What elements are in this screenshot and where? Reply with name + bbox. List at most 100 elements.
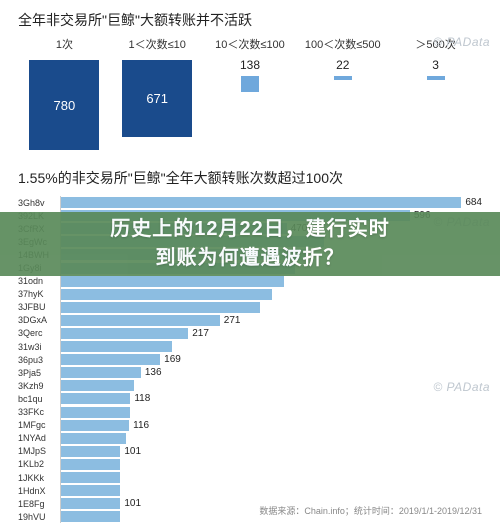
- chart2-bar: [61, 420, 129, 431]
- chart2-row-label: 1E8Fg: [18, 497, 60, 510]
- chart2-row: [61, 379, 482, 392]
- chart2-bar: [61, 289, 272, 300]
- chart2-bar: [61, 380, 134, 391]
- chart2-value: 217: [192, 328, 209, 339]
- chart2-row-label: 1JKKk: [18, 471, 60, 484]
- chart2-value: 101: [124, 498, 141, 509]
- chart1-category-label: 100＜次数≤500: [305, 36, 381, 52]
- chart2-title: 1.55%的非交易所"巨鲸"全年大额转账次数超过100次: [18, 168, 482, 188]
- chart1-body: 1次 780 1＜次数≤10 671 10＜次数≤100 138 100＜次数≤500 22 ＞…: [18, 36, 482, 150]
- chart1-barzone: 780: [18, 60, 111, 150]
- chart2-row: [61, 458, 482, 471]
- chart2-row: [61, 406, 482, 419]
- page: © PAData © PAData © PAData 全年非交易所"巨鲸"大额转…: [0, 0, 500, 523]
- chart1-value: 3: [432, 58, 439, 72]
- chart2-value: 684: [465, 197, 482, 208]
- headline-line1: 历史上的12月22日，建行实时: [110, 218, 390, 240]
- chart2-row: [61, 484, 482, 497]
- chart2-row-label: 3Qerc: [18, 327, 60, 340]
- chart2-bar: [61, 328, 188, 339]
- chart2-value: 118: [134, 393, 150, 404]
- chart1-barzone: 22: [296, 60, 389, 150]
- chart2-bar: [61, 197, 461, 208]
- chart2-row: [61, 340, 482, 353]
- chart2-bar: [61, 341, 172, 352]
- chart1-category-label: ＞500次: [415, 36, 455, 52]
- chart2-value: 169: [164, 354, 181, 365]
- chart2-bar: [61, 315, 219, 326]
- chart1-bar: 671: [122, 60, 192, 137]
- chart2-value: 116: [133, 420, 149, 431]
- chart2-row: [61, 275, 482, 288]
- chart2-row: [61, 471, 482, 484]
- chart1-bar: [241, 76, 259, 92]
- chart2-row-label: 37hyK: [18, 288, 60, 301]
- chart1-col: 100＜次数≤500 22: [296, 36, 389, 150]
- chart1-barzone: 671: [111, 60, 204, 150]
- chart2-row: 101: [61, 445, 482, 458]
- chart1-barzone: 3: [389, 60, 482, 150]
- chart2-row-label: 33FKc: [18, 406, 60, 419]
- chart2-row-label: 1NYAd: [18, 432, 60, 445]
- chart1-category-label: 10＜次数≤100: [215, 36, 285, 52]
- chart2-row-label: 1MFgc: [18, 419, 60, 432]
- chart1-bar: 780: [29, 60, 99, 150]
- chart2-bar: [61, 472, 120, 483]
- chart1-category-label: 1＜次数≤10: [129, 36, 186, 52]
- chart1-title: 全年非交易所"巨鲸"大额转账并不活跃: [18, 10, 482, 30]
- chart2-row: 169: [61, 353, 482, 366]
- chart2-row: 118: [61, 392, 482, 405]
- chart1-value: 138: [240, 58, 260, 72]
- chart2-row-label: 31w3i: [18, 340, 60, 353]
- chart2-row-label: bc1qu: [18, 392, 60, 405]
- footer-source: 数据来源：Chain.info；统计时间：2019/1/1-2019/12/31: [259, 504, 482, 517]
- chart2-bar: [61, 367, 141, 378]
- chart2-row: [61, 288, 482, 301]
- chart2-bar: [61, 302, 260, 313]
- chart2-row-label: 1KLb2: [18, 458, 60, 471]
- chart2-bar: [61, 498, 120, 509]
- headline-text: 历史上的12月22日，建行实时 到账为何遭遇波折？: [110, 215, 390, 273]
- chart2-row: 136: [61, 366, 482, 379]
- chart2-row-label: 1HdnX: [18, 484, 60, 497]
- chart2-row-label: 31odn: [18, 275, 60, 288]
- chart2-bar: [61, 393, 130, 404]
- chart2-bar: [61, 276, 283, 287]
- chart2-value: 136: [145, 367, 162, 378]
- chart2-value: 271: [224, 315, 241, 326]
- chart2-row-label: 3DGxA: [18, 314, 60, 327]
- chart2-bar: [61, 354, 160, 365]
- chart2-bar: [61, 407, 129, 418]
- chart2-bar: [61, 459, 120, 470]
- chart1-col: 1＜次数≤10 671: [111, 36, 204, 150]
- chart1-col: 1次 780: [18, 36, 111, 150]
- chart2-row: [61, 432, 482, 445]
- chart2-row: 116: [61, 419, 482, 432]
- chart2-bar: [61, 485, 120, 496]
- chart2-row-label: 19hVU: [18, 510, 60, 523]
- chart2-row-label: 1MJpS: [18, 445, 60, 458]
- chart1-bar: [334, 76, 352, 80]
- chart1-category-label: 1次: [56, 36, 73, 52]
- headline-line2: 到账为何遭遇波折？: [156, 247, 345, 269]
- chart2-bar: [61, 433, 125, 444]
- headline-overlay: 历史上的12月22日，建行实时 到账为何遭遇波折？: [0, 212, 500, 276]
- chart2-bar: [61, 511, 119, 522]
- chart2-row-label: 3Gh8v: [18, 196, 60, 209]
- chart2-bar: [61, 446, 120, 457]
- chart2-row: 684: [61, 196, 482, 209]
- chart2-row: 217: [61, 327, 482, 340]
- chart2-row-label: 3Pja5: [18, 366, 60, 379]
- chart1-value: 22: [336, 58, 349, 72]
- chart2-row-label: 3Kzh9: [18, 379, 60, 392]
- chart1-barzone: 138: [204, 60, 297, 150]
- chart1-bar: [427, 76, 445, 80]
- chart2-row-label: 36pu3: [18, 353, 60, 366]
- chart1-col: ＞500次 3: [389, 36, 482, 150]
- chart2-row: [61, 301, 482, 314]
- chart1: 全年非交易所"巨鲸"大额转账并不活跃 1次7801＜次数≤1067110＜次数≤…: [18, 10, 482, 150]
- chart1-col: 10＜次数≤100 138: [204, 36, 297, 150]
- chart2-row: 271: [61, 314, 482, 327]
- chart2-value: 101: [124, 446, 141, 457]
- chart2-row-label: 3JFBU: [18, 301, 60, 314]
